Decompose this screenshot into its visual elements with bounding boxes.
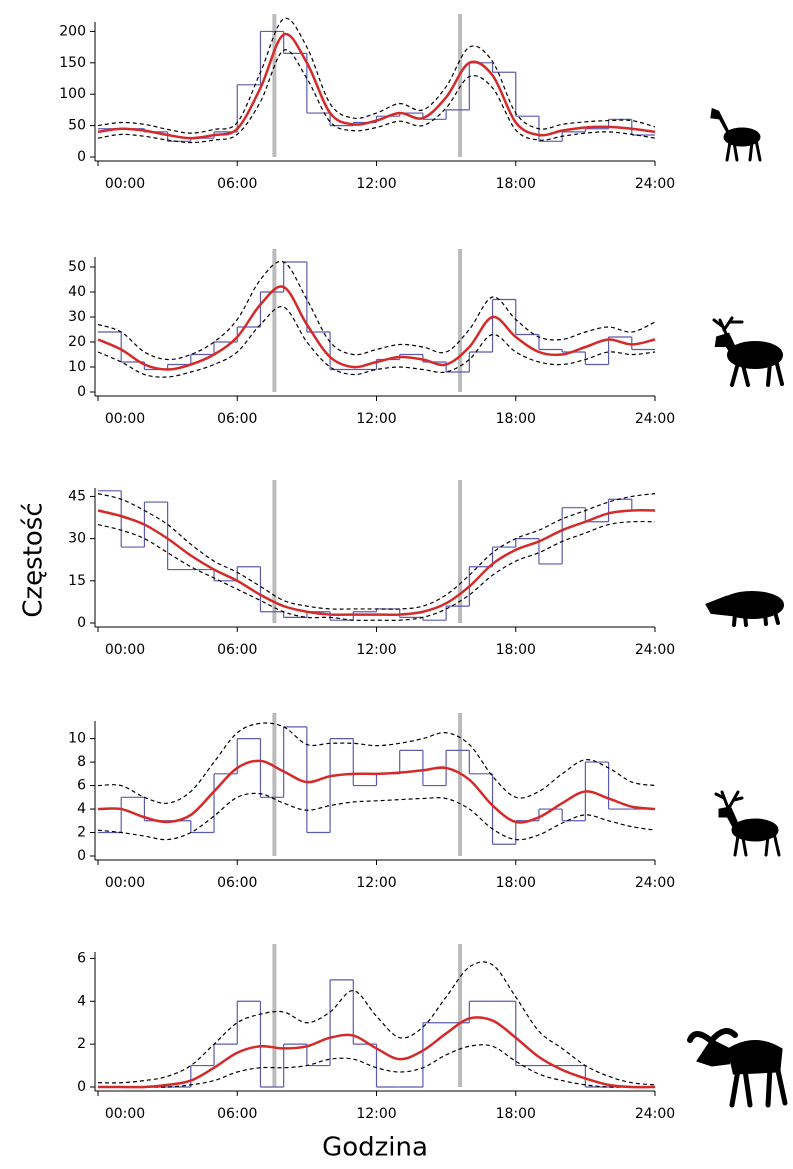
x-tick-label: 24:00 [635, 176, 675, 192]
x-tick-label: 00:00 [105, 1106, 145, 1122]
y-tick-label: 4 [77, 993, 86, 1009]
x-tick-label: 00:00 [105, 411, 145, 427]
y-tick-label: 0 [77, 149, 86, 165]
confidence-line [98, 261, 655, 359]
smooth-line [98, 510, 655, 614]
y-tick-label: 4 [77, 801, 86, 817]
y-tick-label: 150 [59, 55, 86, 71]
y-tick-label: 2 [77, 1036, 86, 1052]
wild-boar-icon [708, 593, 782, 625]
confidence-line [98, 494, 655, 610]
y-tick-label: 0 [77, 848, 86, 864]
confidence-line [98, 522, 655, 621]
y-tick-label: 45 [68, 488, 86, 504]
x-tick-label: 00:00 [105, 176, 145, 192]
x-tick-label: 06:00 [217, 411, 257, 427]
y-axis-label: Częstość [19, 502, 49, 617]
x-tick-label: 00:00 [105, 875, 145, 891]
y-tick-label: 15 [68, 573, 86, 589]
confidence-line [98, 723, 655, 803]
x-tick-label: 18:00 [496, 411, 536, 427]
x-tick-label: 12:00 [356, 176, 396, 192]
x-tick-label: 12:00 [356, 875, 396, 891]
x-tick-label: 12:00 [356, 642, 396, 658]
fallow-deer-icon [716, 792, 779, 855]
x-tick-label: 24:00 [635, 642, 675, 658]
x-tick-label: 18:00 [496, 176, 536, 192]
y-tick-label: 0 [77, 384, 86, 400]
smooth-line [98, 761, 655, 823]
x-tick-label: 18:00 [496, 875, 536, 891]
moose-icon [690, 1031, 785, 1105]
x-tick-label: 06:00 [217, 1106, 257, 1122]
x-tick-label: 18:00 [496, 642, 536, 658]
y-tick-label: 10 [68, 731, 86, 747]
x-tick-label: 12:00 [356, 411, 396, 427]
x-tick-label: 06:00 [217, 642, 257, 658]
y-tick-label: 50 [68, 118, 86, 134]
x-tick-label: 06:00 [217, 176, 257, 192]
x-tick-label: 24:00 [635, 1106, 675, 1122]
roe-deer-icon [712, 110, 760, 160]
red-deer-icon [714, 318, 782, 385]
x-tick-label: 24:00 [635, 411, 675, 427]
x-tick-label: 12:00 [356, 1106, 396, 1122]
x-tick-label: 18:00 [496, 1106, 536, 1122]
y-tick-label: 20 [68, 334, 86, 350]
x-tick-label: 24:00 [635, 875, 675, 891]
y-tick-label: 10 [68, 359, 86, 375]
y-tick-label: 6 [77, 950, 86, 966]
x-tick-label: 00:00 [105, 642, 145, 658]
x-axis-label: Godzina [322, 1133, 428, 1163]
y-tick-label: 0 [77, 615, 86, 631]
figure: Częstość Godzina 05010015020000:0006:001… [0, 0, 793, 1169]
confidence-line [98, 793, 655, 839]
y-tick-label: 6 [77, 778, 86, 794]
y-tick-label: 8 [77, 754, 86, 770]
y-tick-label: 100 [59, 86, 86, 102]
y-tick-label: 2 [77, 825, 86, 841]
y-tick-label: 30 [68, 531, 86, 547]
x-tick-label: 06:00 [217, 875, 257, 891]
y-tick-label: 50 [68, 259, 86, 275]
y-tick-label: 40 [68, 284, 86, 300]
y-tick-label: 200 [59, 23, 86, 39]
y-tick-label: 0 [77, 1079, 86, 1095]
y-tick-label: 30 [68, 309, 86, 325]
